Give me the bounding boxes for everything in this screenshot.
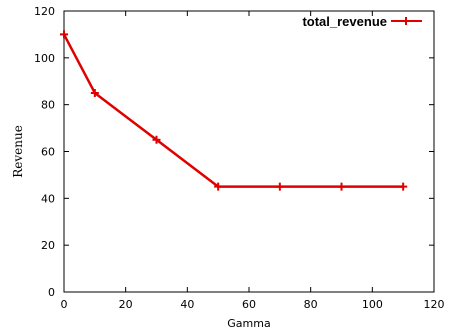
x-tick-label: 60 (242, 298, 256, 311)
y-tick-label: 100 (34, 52, 55, 65)
x-axis-ticks: 0 20 40 60 80 100 120 (61, 11, 445, 311)
series-layer (60, 30, 408, 191)
y-tick-label: 0 (48, 286, 55, 299)
y-axis-ticks: 0 20 40 60 80 100 120 (34, 5, 434, 299)
data-point-marker (399, 182, 408, 191)
x-tick-label: 40 (180, 298, 194, 311)
x-tick-label: 100 (362, 298, 383, 311)
legend-label-total-revenue: total_revenue (302, 14, 387, 29)
y-axis-label: Revenue (11, 125, 25, 178)
x-axis-label: Gamma (227, 317, 270, 330)
legend: total_revenue (302, 14, 422, 29)
data-point-marker (337, 182, 346, 191)
data-point-marker (214, 182, 223, 191)
y-tick-label: 20 (41, 239, 55, 252)
data-point-marker (90, 88, 99, 97)
y-tick-label: 80 (41, 99, 55, 112)
data-point-marker (60, 30, 68, 39)
x-tick-label: 80 (304, 298, 318, 311)
x-tick-label: 120 (424, 298, 445, 311)
y-tick-label: 40 (41, 192, 55, 205)
y-tick-label: 60 (41, 146, 55, 159)
x-tick-label: 20 (119, 298, 133, 311)
data-point-marker (275, 182, 284, 191)
legend-marker (402, 17, 410, 25)
y-tick-label: 120 (34, 5, 55, 18)
data-point-marker (152, 135, 161, 144)
x-tick-label: 0 (61, 298, 68, 311)
